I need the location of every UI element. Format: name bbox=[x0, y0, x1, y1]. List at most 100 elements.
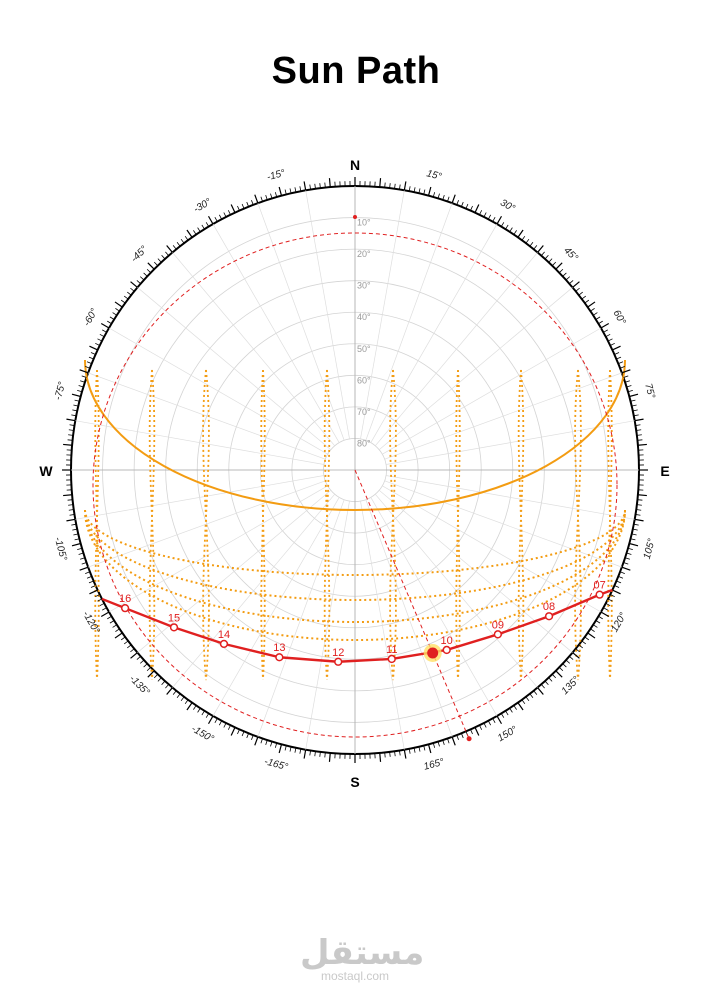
compass-tick bbox=[569, 280, 574, 284]
sun-direction-marker bbox=[466, 736, 472, 742]
compass-tick bbox=[483, 212, 487, 218]
hour-point bbox=[595, 590, 604, 599]
compass-tick bbox=[127, 644, 132, 649]
compass-tick bbox=[629, 542, 639, 547]
compass-tick bbox=[309, 184, 311, 190]
compass-tick bbox=[565, 276, 571, 281]
compass-tick bbox=[432, 192, 436, 198]
compass-tick bbox=[575, 287, 580, 292]
altitude-labels: 10° 20° 30° 40° 50° 60° 70° 80° bbox=[357, 218, 371, 449]
compass-tick bbox=[143, 663, 148, 668]
compass-tick bbox=[595, 316, 601, 320]
compass-tick bbox=[67, 499, 73, 501]
hour-label: 09 bbox=[492, 619, 504, 631]
compass-tick bbox=[637, 439, 643, 441]
cardinal-s: S bbox=[350, 774, 359, 790]
azimuth-spoke bbox=[382, 327, 602, 455]
azimuth-spoke bbox=[378, 287, 573, 450]
compass-tick bbox=[618, 576, 624, 579]
compass-tick bbox=[90, 585, 96, 588]
compass-tick bbox=[629, 393, 639, 398]
compass-tick bbox=[270, 741, 273, 747]
compass-tick bbox=[451, 194, 456, 204]
compass-tick bbox=[619, 366, 625, 369]
compass-tick bbox=[384, 752, 386, 758]
hour-label: 14 bbox=[218, 629, 230, 641]
compass-tick bbox=[612, 589, 621, 595]
azimuth-spoke bbox=[257, 203, 345, 441]
compass-tick bbox=[186, 702, 193, 711]
compass-tick bbox=[610, 594, 615, 598]
hour-point bbox=[387, 654, 396, 664]
azimuth-spoke bbox=[386, 420, 635, 465]
compass-tick bbox=[581, 295, 587, 300]
compass-tick bbox=[569, 656, 574, 660]
compass-tick bbox=[69, 424, 75, 426]
azimuth-label: 150° bbox=[496, 724, 519, 744]
compass-tick bbox=[130, 281, 138, 288]
compass-tick bbox=[97, 598, 103, 602]
compass-tick bbox=[90, 352, 96, 355]
compass-tick bbox=[284, 189, 287, 195]
hour-point bbox=[442, 645, 451, 655]
hour-analemma bbox=[389, 369, 397, 681]
compass-tick bbox=[172, 245, 177, 250]
compass-tick bbox=[205, 713, 210, 718]
compass-tick bbox=[157, 677, 162, 682]
compass-tick bbox=[474, 204, 480, 213]
compass-tick bbox=[97, 338, 103, 342]
watermark-arabic: مستقل bbox=[300, 933, 425, 973]
compass-tick bbox=[610, 342, 615, 346]
azimuth-spoke bbox=[75, 475, 324, 520]
compass-tick bbox=[246, 733, 249, 739]
compass-tick bbox=[112, 624, 118, 628]
hour-point bbox=[169, 623, 179, 632]
compass-tick bbox=[284, 745, 287, 751]
summer-solstice-path bbox=[84, 359, 626, 511]
compass-tick bbox=[114, 632, 123, 639]
compass-tick bbox=[541, 684, 545, 689]
azimuth-spoke bbox=[172, 252, 335, 447]
compass-tick bbox=[72, 409, 78, 412]
azimuth-label: -75° bbox=[53, 381, 68, 402]
compass-tick bbox=[403, 749, 407, 759]
compass-tick bbox=[123, 640, 129, 645]
altitude-azimuth-grid bbox=[71, 186, 639, 754]
compass-tick bbox=[559, 666, 564, 672]
compass-tick bbox=[201, 710, 205, 716]
compass-tick bbox=[294, 747, 297, 753]
compass-tick bbox=[260, 196, 263, 202]
compass-tick bbox=[79, 369, 89, 374]
compass-tick bbox=[197, 707, 201, 713]
compass-tick bbox=[624, 380, 630, 383]
compass-tick bbox=[509, 227, 513, 233]
compass-tick bbox=[246, 201, 249, 207]
compass-tick bbox=[176, 242, 181, 247]
compass-tick bbox=[413, 747, 416, 753]
compass-tick bbox=[565, 659, 571, 664]
compass-tick bbox=[107, 320, 112, 325]
compass-tick bbox=[265, 739, 268, 745]
compass-tick bbox=[176, 693, 181, 698]
compass-tick bbox=[562, 663, 567, 668]
compass-tick bbox=[161, 680, 166, 686]
compass-tick bbox=[592, 624, 598, 628]
compass-tick bbox=[207, 715, 214, 725]
compass-tick bbox=[537, 687, 544, 695]
compass-tick bbox=[578, 291, 583, 296]
compass-tick bbox=[525, 696, 530, 702]
azimuth-spoke bbox=[370, 223, 498, 443]
altitude-label: 50° bbox=[357, 344, 371, 354]
azimuth-label: -15° bbox=[266, 168, 287, 183]
compass-tick bbox=[71, 414, 77, 417]
compass-tick bbox=[521, 699, 526, 705]
compass-tick bbox=[461, 201, 464, 207]
compass-tick bbox=[81, 562, 87, 565]
compass-tick bbox=[413, 187, 416, 193]
compass-tick bbox=[509, 707, 513, 713]
compass-tick bbox=[73, 404, 79, 407]
compass-tick bbox=[71, 393, 81, 398]
hour-analemma bbox=[202, 369, 210, 681]
compass-tick bbox=[590, 628, 595, 632]
altitude-label: 10° bbox=[357, 218, 371, 228]
